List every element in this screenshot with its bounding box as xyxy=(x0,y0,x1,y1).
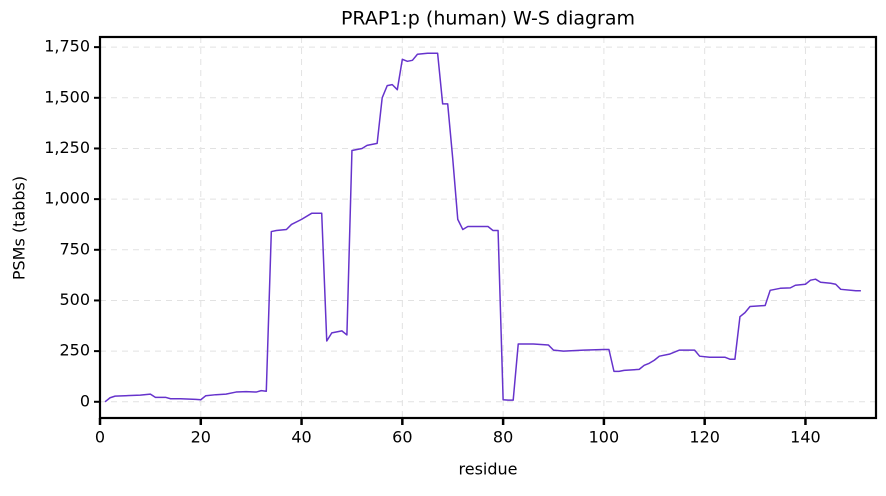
y-tick-label: 250 xyxy=(59,341,90,360)
y-tick-label: 1,250 xyxy=(44,138,90,157)
y-tick-label: 1,750 xyxy=(44,37,90,56)
data-line xyxy=(104,52,861,403)
y-tick-label: 1,000 xyxy=(44,189,90,208)
x-axis-label: residue xyxy=(459,460,518,479)
plot-frame xyxy=(98,35,878,420)
y-tick-label: 1,500 xyxy=(44,87,90,106)
y-tick-label: 0 xyxy=(80,391,90,410)
x-tick-label: 60 xyxy=(392,428,412,447)
x-tick-label: 0 xyxy=(95,428,105,447)
x-tick-label: 100 xyxy=(589,428,620,447)
y-axis-label: PSMs (tabbs) xyxy=(10,176,29,280)
chart-title: PRAP1:p (human) W-S diagram xyxy=(341,8,635,30)
y-tick-label: 750 xyxy=(59,239,90,258)
x-tick-label: 140 xyxy=(790,428,821,447)
x-tick-label: 80 xyxy=(493,428,513,447)
y-tick-label: 500 xyxy=(59,290,90,309)
x-tick-label: 20 xyxy=(191,428,211,447)
x-tick-label: 120 xyxy=(689,428,720,447)
x-tick-label: 40 xyxy=(291,428,311,447)
